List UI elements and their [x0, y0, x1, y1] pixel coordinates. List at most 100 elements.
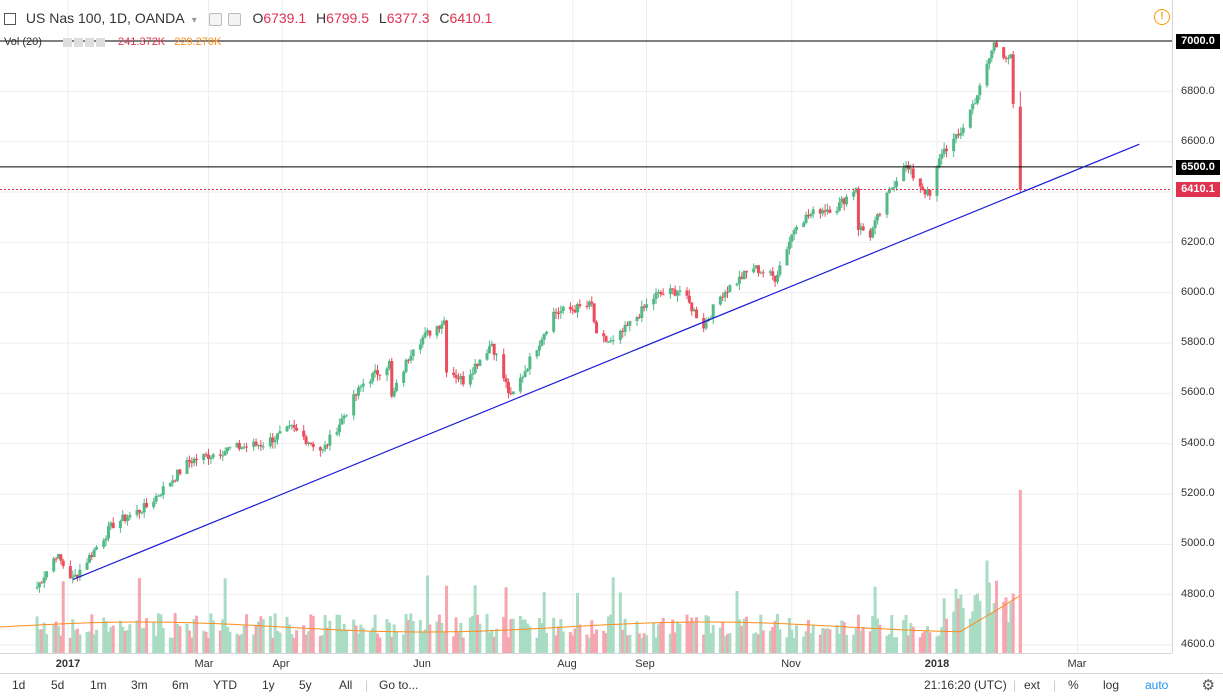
percent-toggle[interactable]: % — [1068, 678, 1079, 692]
chart-area[interactable]: US Nas 100, 1D, OANDA ▾ O6739.1 H6799.5 … — [0, 0, 1172, 653]
volume-bar — [752, 633, 756, 653]
candle-body — [192, 458, 196, 464]
gear-icon[interactable] — [73, 37, 83, 47]
range-1y[interactable]: 1y — [262, 678, 275, 692]
volume-bar — [1011, 593, 1015, 653]
candle-body — [787, 241, 791, 250]
volume-bar — [418, 619, 422, 653]
candle-body — [295, 427, 299, 431]
goto-button[interactable]: Go to... — [379, 678, 419, 692]
candle-body — [95, 547, 99, 550]
volume-bar — [259, 616, 263, 653]
volume-bar — [687, 621, 691, 653]
volume-bar — [918, 637, 922, 653]
price-chart[interactable] — [0, 0, 1172, 653]
volume-bar — [806, 619, 810, 653]
volume-bar — [385, 619, 389, 653]
volume-bar — [768, 630, 772, 653]
volume-bar — [245, 614, 249, 653]
range-ytd[interactable]: YTD — [213, 678, 237, 692]
volume-bar — [52, 624, 56, 653]
eye-icon[interactable] — [208, 12, 222, 26]
volume-bar — [226, 626, 230, 653]
volume-bar — [835, 624, 839, 653]
candle-body — [871, 228, 875, 238]
close-icon[interactable] — [95, 37, 105, 47]
price-tick: 6000.0 — [1181, 286, 1215, 298]
volume-bar — [240, 633, 244, 653]
volume-bar — [209, 613, 213, 653]
volume-bar — [756, 634, 760, 653]
volume-bar — [590, 620, 594, 653]
volume-bar — [852, 634, 856, 653]
auto-toggle[interactable]: auto — [1145, 678, 1169, 692]
range-3m[interactable]: 3m — [131, 678, 148, 692]
candle-body — [523, 371, 527, 377]
candle-body — [209, 457, 213, 460]
volume-bar — [973, 595, 977, 653]
candle-body — [890, 188, 894, 190]
volume-bar — [695, 617, 699, 653]
volume-bar — [502, 616, 506, 653]
range-1m[interactable]: 1m — [90, 678, 107, 692]
price-tick: 6600.0 — [1181, 135, 1215, 147]
volume-bar — [704, 615, 708, 653]
volume-label[interactable]: Vol (20) — [4, 36, 42, 48]
volume-bar — [840, 620, 844, 653]
gear-icon[interactable]: ⚙ — [1201, 677, 1215, 694]
volume-bar — [237, 635, 241, 653]
time-axis[interactable]: 2017 Mar Apr Jun Aug Sep Nov 2018 Mar — [0, 653, 1172, 674]
price-label-7000: 7000.0 — [1176, 34, 1220, 49]
time-tick: Sep — [635, 658, 655, 670]
volume-bar — [1018, 490, 1022, 653]
volume-bar — [885, 635, 889, 653]
candle-body — [156, 495, 160, 497]
ext-toggle[interactable]: ext — [1024, 678, 1041, 692]
candle-body — [623, 324, 627, 332]
volume-bar — [421, 632, 425, 653]
candle-body — [885, 192, 889, 215]
volume-bar — [126, 630, 130, 653]
gear-icon[interactable] — [227, 12, 241, 26]
price-tick: 5800.0 — [1181, 336, 1215, 348]
price-tick: 6800.0 — [1181, 85, 1215, 97]
candle-body — [1009, 54, 1013, 59]
chevron-down-icon[interactable]: ▾ — [191, 15, 197, 26]
candle-body — [590, 301, 594, 304]
legend-toggle-icon[interactable] — [4, 13, 16, 26]
candle-body — [204, 454, 208, 456]
candle-body — [745, 271, 749, 273]
volume-bar — [78, 634, 82, 653]
volume-bar — [690, 617, 694, 653]
clock[interactable]: 21:16:20 (UTC) — [924, 678, 1007, 692]
symbol-title[interactable]: US Nas 100, 1D, OANDA — [25, 10, 184, 26]
candle-body — [468, 374, 472, 385]
eye-icon[interactable] — [62, 37, 72, 47]
candle-body — [421, 337, 425, 345]
candle-body — [318, 447, 322, 451]
candle-body — [359, 386, 363, 388]
range-1d[interactable]: 1d — [12, 678, 26, 692]
candle-body — [35, 587, 39, 589]
candle-body — [509, 393, 513, 395]
dots-icon[interactable] — [84, 37, 94, 47]
candle-body — [975, 95, 979, 104]
range-all[interactable]: All — [339, 678, 353, 692]
range-5y[interactable]: 5y — [299, 678, 312, 692]
candle-body — [128, 514, 132, 518]
price-axis[interactable]: 6800.0 6600.0 6200.0 6000.0 5800.0 5600.… — [1172, 0, 1223, 653]
candle-body — [185, 459, 189, 474]
range-5d[interactable]: 5d — [51, 678, 65, 692]
candle-body — [625, 324, 629, 326]
volume-bar — [723, 635, 727, 653]
range-6m[interactable]: 6m — [172, 678, 189, 692]
candle-body — [887, 188, 891, 193]
candle-body — [806, 214, 810, 217]
alert-clock-icon[interactable]: ! — [1154, 9, 1170, 25]
volume-bar — [59, 635, 63, 653]
volume-bar — [859, 630, 863, 653]
candle-body — [461, 376, 465, 385]
candle-body — [568, 306, 572, 310]
volume-bar — [471, 615, 475, 653]
log-toggle[interactable]: log — [1103, 678, 1120, 692]
